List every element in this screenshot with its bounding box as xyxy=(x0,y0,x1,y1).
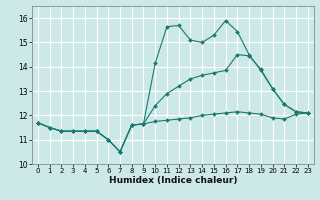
X-axis label: Humidex (Indice chaleur): Humidex (Indice chaleur) xyxy=(108,176,237,185)
